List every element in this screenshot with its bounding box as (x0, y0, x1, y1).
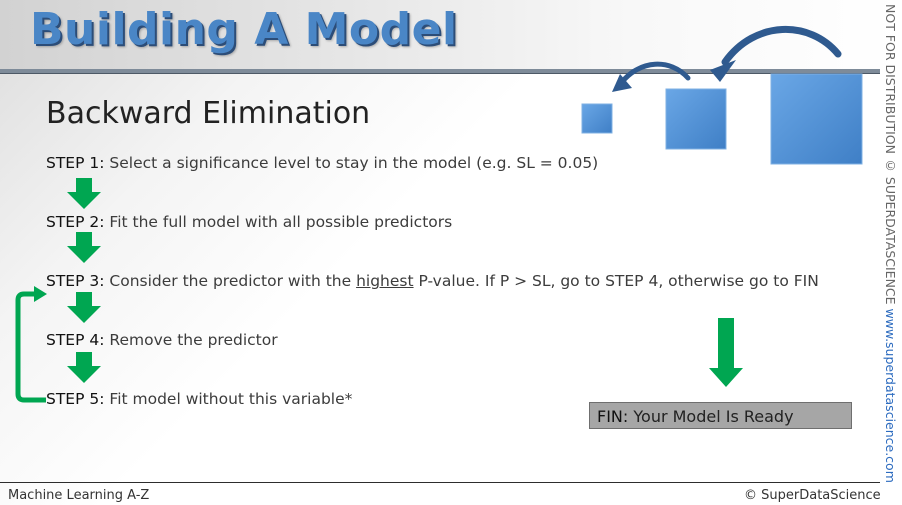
slide-title: Building A Model (30, 4, 458, 55)
website-link[interactable]: www.superdatascience.com (883, 308, 898, 483)
step-label: STEP 1: (46, 154, 105, 172)
down-arrow-icon (67, 178, 101, 209)
footer-copyright: © SuperDataScience (744, 488, 881, 503)
footer-divider (0, 482, 880, 483)
step-label: STEP 3: (46, 272, 105, 290)
curved-arrow-icon (710, 25, 842, 82)
step-text: Remove the predictor (109, 331, 278, 349)
down-arrow-icon (67, 292, 101, 323)
step-4: STEP 4: Remove the predictor (46, 331, 278, 349)
large-square (770, 73, 863, 165)
loop-back-arrow-icon (15, 286, 47, 403)
fin-box: FIN: Your Model Is Ready (589, 402, 852, 429)
fin-label: FIN: (597, 407, 629, 426)
distribution-notice: NOT FOR DISTRIBUTION © SUPERDATASCIENCE (883, 4, 898, 305)
section-subtitle: Backward Elimination (46, 96, 371, 131)
curved-arrow-icon (612, 61, 691, 92)
step-2: STEP 2: Fit the full model with all poss… (46, 213, 452, 231)
step-label: STEP 2: (46, 213, 105, 231)
step-text: P-value. If P > SL, go to STEP 4, otherw… (418, 272, 819, 290)
title-divider (0, 69, 880, 74)
step-1: STEP 1: Select a significance level to s… (46, 154, 598, 172)
down-arrow-icon (67, 232, 101, 263)
step-text: Select a significance level to stay in t… (109, 154, 599, 172)
fin-text: Your Model Is Ready (633, 407, 794, 426)
down-arrow-icon (67, 352, 101, 383)
medium-square (665, 88, 727, 150)
step-label: STEP 4: (46, 331, 105, 349)
shrinking-squares-graphic (581, 25, 863, 165)
down-arrow-icon (709, 318, 743, 387)
step-text: Fit model without this variable* (109, 390, 353, 408)
side-notice: NOT FOR DISTRIBUTION © SUPERDATASCIENCE … (883, 4, 898, 502)
step-text: Consider the predictor with the (109, 272, 352, 290)
step-label: STEP 5: (46, 390, 105, 408)
small-square (581, 103, 613, 134)
step-highlight: highest (356, 272, 414, 290)
step-3: STEP 3: Consider the predictor with the … (46, 272, 819, 290)
footer-course-title: Machine Learning A-Z (8, 488, 150, 503)
step-5: STEP 5: Fit model without this variable* (46, 390, 352, 408)
step-text: Fit the full model with all possible pre… (109, 213, 453, 231)
